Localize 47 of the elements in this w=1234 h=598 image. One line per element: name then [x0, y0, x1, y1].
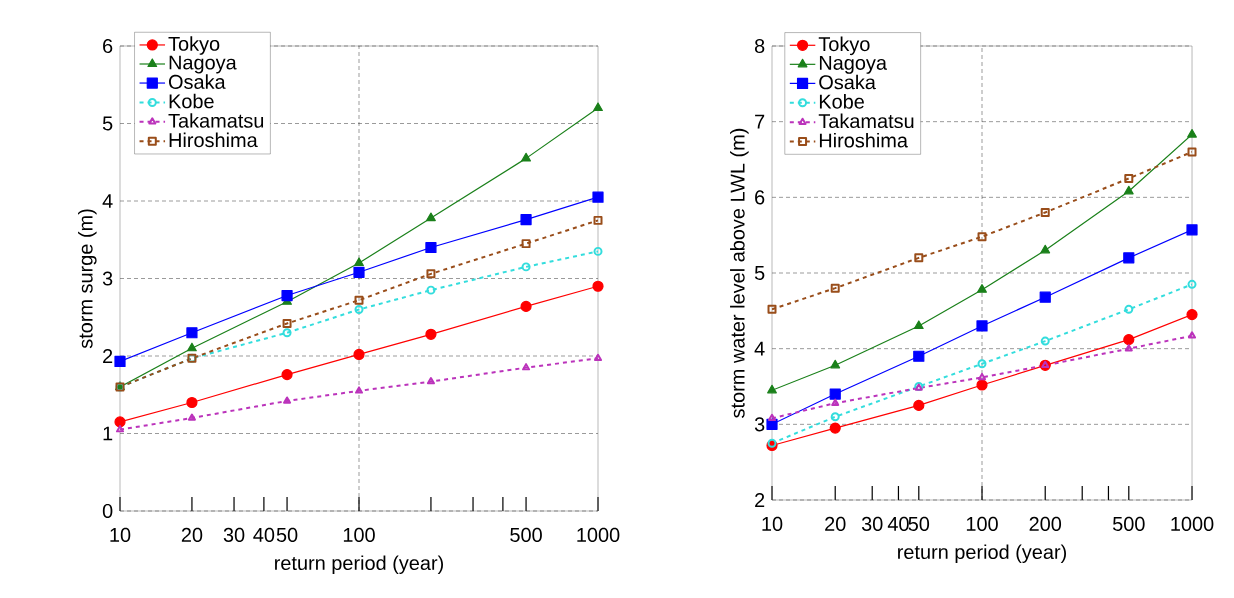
y-tick-label: 8	[754, 38, 765, 54]
x-tick-label: 20	[825, 516, 846, 531]
y-tick-label: 2	[103, 349, 113, 363]
x-tick-label: 50	[276, 527, 298, 542]
legend-label: Takamatsu	[168, 113, 264, 128]
legend-label: Kobe	[819, 94, 864, 109]
x-tick-label: 10	[110, 527, 131, 542]
x-tick-label: 500	[1112, 516, 1145, 531]
x-tick-label: 500	[510, 527, 542, 542]
legend-label: Takamatsu	[818, 113, 914, 129]
legend-label: Kobe	[169, 93, 214, 109]
legend-label: Hiroshima	[819, 132, 908, 148]
x-tick-label: 40	[253, 527, 275, 542]
y-axis-title: storm surge (m)	[78, 209, 97, 349]
y-tick-label: 1	[103, 426, 113, 441]
y-tick-label: 3	[754, 417, 765, 432]
x-tick-label: 50	[908, 516, 930, 531]
x-tick-label: 20	[181, 527, 203, 542]
y-tick-label: 4	[102, 194, 113, 208]
y-tick-label: 5	[754, 266, 765, 280]
legend-label: Osaka	[168, 74, 226, 89]
legend-label: Osaka	[819, 74, 876, 90]
legend-label: Tokyo	[818, 36, 870, 56]
legend-label: Hiroshima	[169, 132, 258, 148]
y-tick-label: 6	[103, 38, 113, 54]
legend-label: Tokyo	[168, 36, 220, 55]
x-tick-label: 30	[861, 516, 883, 531]
x-tick-label: 30	[223, 527, 245, 542]
x-axis-title: return period (year)	[898, 544, 1067, 564]
y-tick-label: 4	[754, 341, 765, 356]
legend-label: Nagoya	[819, 55, 887, 74]
x-axis-title: return period (year)	[275, 555, 443, 575]
y-tick-label: 0	[102, 503, 113, 519]
x-tick-label: 100	[966, 516, 998, 531]
x-tick-label: 100	[343, 527, 375, 542]
y-tick-label: 7	[755, 114, 765, 129]
y-tick-label: 3	[102, 271, 113, 286]
x-tick-label: 1000	[577, 527, 620, 542]
x-tick-label: 40	[887, 516, 909, 531]
y-axis-title: storm water level above LWL (m)	[730, 128, 749, 418]
y-tick-label: 2	[755, 493, 765, 507]
x-tick-label: 200	[1029, 516, 1062, 531]
x-tick-label: 10	[762, 516, 783, 531]
legend-label: Nagoya	[169, 55, 237, 74]
y-tick-label: 6	[755, 190, 765, 205]
x-tick-label: 1000	[1171, 516, 1214, 531]
y-tick-label: 5	[102, 116, 113, 131]
